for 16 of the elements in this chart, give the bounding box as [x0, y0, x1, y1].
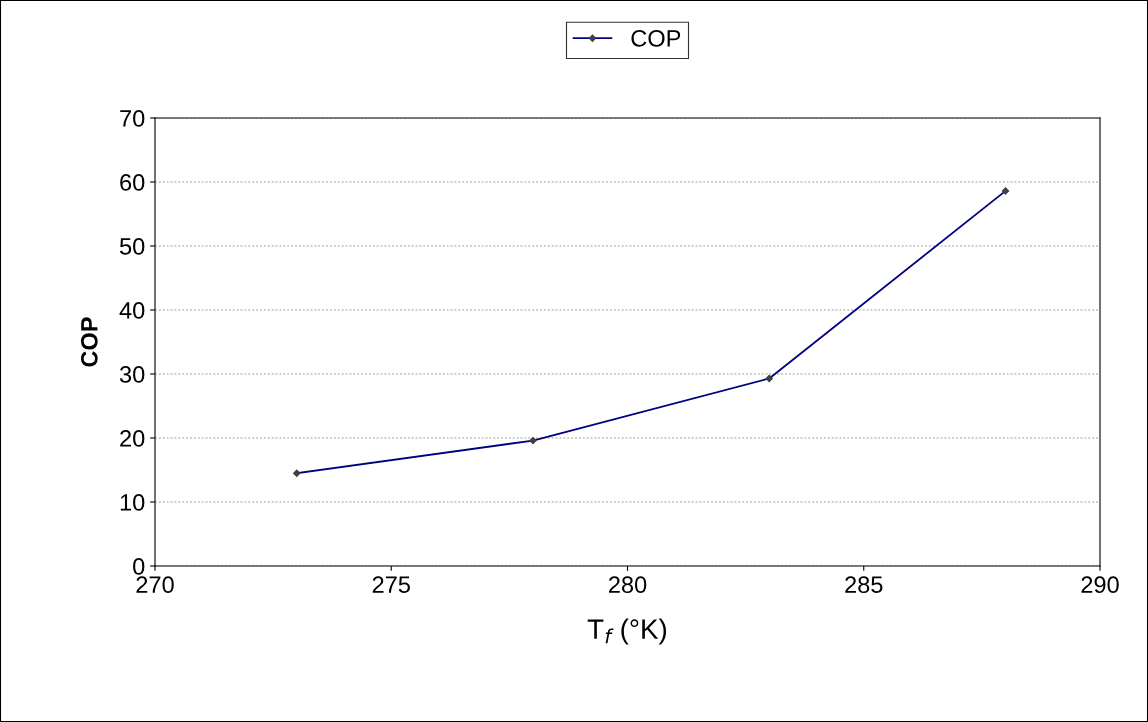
- x-tick-label: 285: [845, 576, 883, 594]
- y-tick-label: 70: [120, 110, 145, 127]
- y-tick-label: 10: [120, 494, 145, 511]
- y-tick-label: 20: [120, 430, 145, 447]
- x-tick-label: 275: [372, 576, 410, 594]
- y-tick-label: 0: [133, 558, 145, 575]
- y-axis-title: COP: [80, 317, 98, 367]
- x-tick-label: 290: [1081, 576, 1119, 594]
- x-axis-title: T$_{f}$ (°K): [587, 618, 667, 645]
- y-tick-label: 50: [119, 238, 145, 255]
- legend-label: COP: [631, 29, 681, 47]
- y-tick-label: 40: [119, 302, 145, 319]
- x-tick-label: 270: [136, 576, 174, 594]
- y-tick-label: 60: [120, 174, 145, 191]
- y-tick-label: 30: [119, 366, 145, 383]
- x-tick-label: 280: [608, 576, 647, 594]
